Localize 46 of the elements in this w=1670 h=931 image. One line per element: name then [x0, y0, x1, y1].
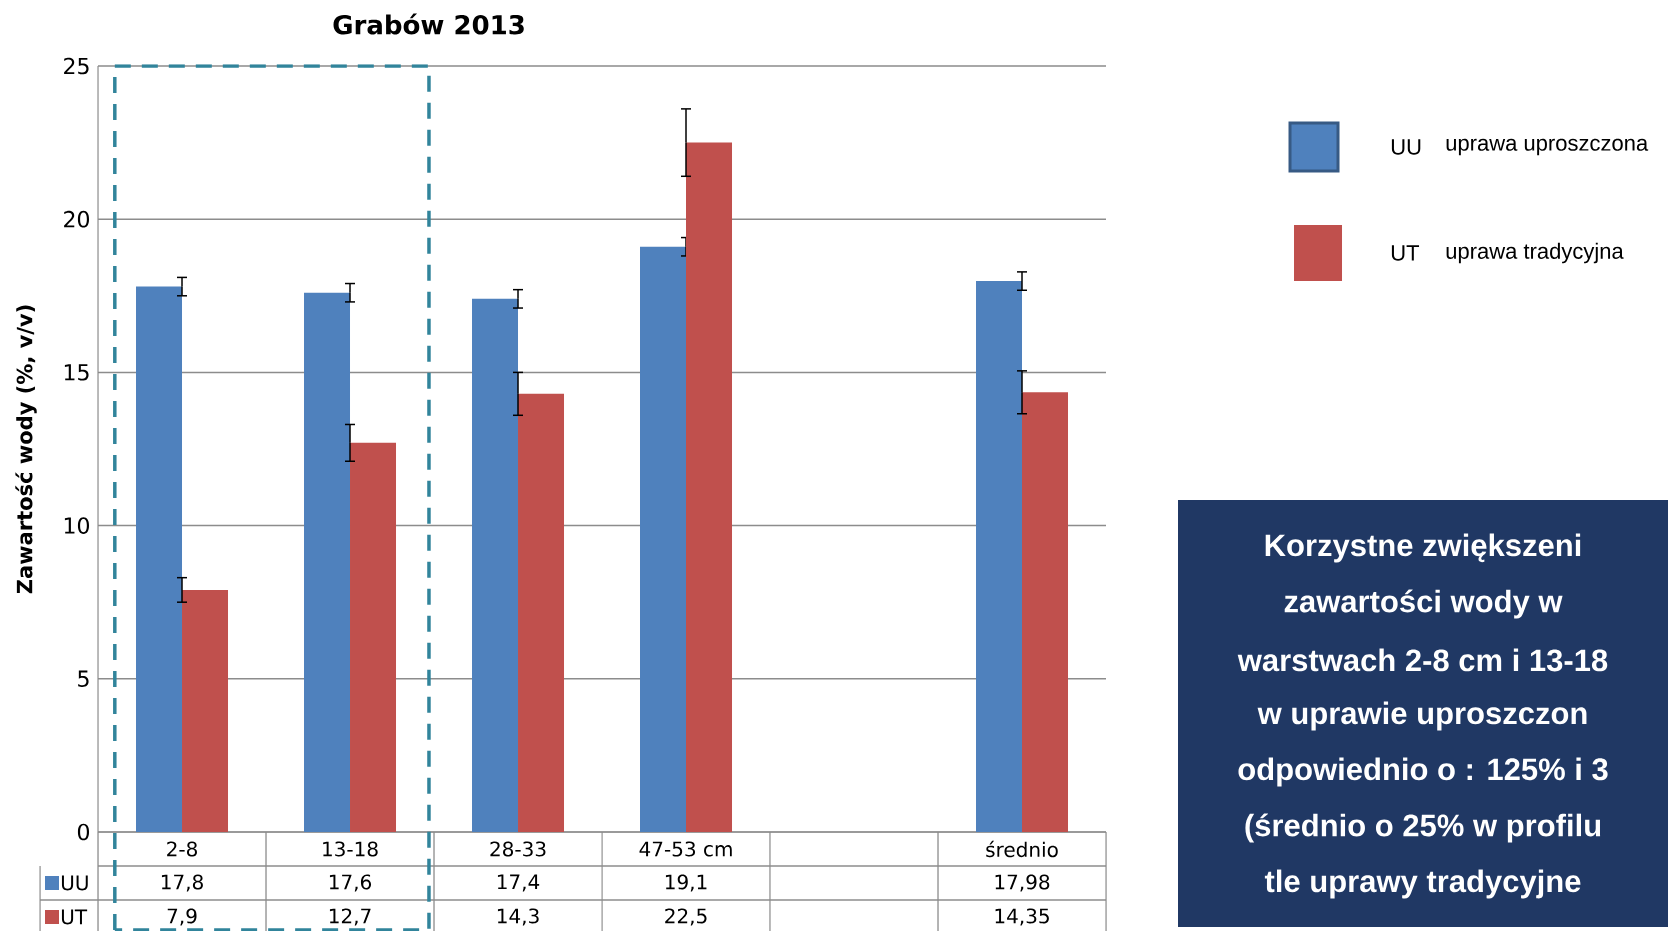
text: (średnio o 25% w profilu [1245, 813, 1601, 843]
legend-label: UT [61, 909, 88, 925]
chart-title: Grabów 2013 [333, 13, 524, 35]
data-label: 22,5 [665, 908, 707, 926]
bar [304, 292, 351, 832]
text: tle uprawy tradycyjne [1264, 869, 1581, 899]
text: uprawa tradycyjna [1446, 242, 1624, 264]
text: warstwach 2-8 cm i 13-18 [1237, 648, 1608, 672]
legend-label: UU [61, 875, 88, 891]
y-axis-title: Zawartość wody (%, v/v) [15, 305, 37, 594]
data-label: 17,8 [161, 874, 203, 892]
x-tick-label: 2-8 [167, 841, 197, 857]
y-tick-label: 0 [77, 823, 90, 841]
y-tick-label: 10 [64, 517, 90, 534]
text: zawartości wody w [1284, 589, 1563, 619]
data-label: 14,3 [497, 908, 539, 926]
y-tick-label: 5 [78, 670, 89, 687]
y-tick-label: 25 [64, 57, 89, 75]
data-label: 19,1 [665, 874, 707, 892]
x-tick-label: 47-53 cm [639, 841, 732, 857]
data-label: 17,6 [329, 874, 372, 892]
bar [686, 142, 733, 832]
bar [136, 286, 183, 832]
bar [518, 393, 565, 832]
bar [182, 589, 229, 832]
data-label: 12,7 [329, 908, 371, 926]
text: Korzystne zwiększeni [1265, 533, 1581, 563]
text: UU [1391, 139, 1421, 155]
bar [976, 281, 1023, 832]
bar [640, 246, 687, 832]
x-tick-label: 13-18 [323, 841, 378, 857]
bar [1022, 392, 1069, 832]
bar [350, 442, 397, 832]
text: uprawa uproszczona [1446, 138, 1649, 156]
data-label: 7,9 [167, 908, 197, 926]
text: w uprawie uproszczon [1257, 701, 1587, 731]
data-label: 17,98 [995, 874, 1050, 892]
x-tick-label: 28-33 [490, 841, 546, 857]
data-label: 14,35 [995, 908, 1049, 926]
bar [472, 298, 519, 832]
data-label: 17,4 [497, 874, 540, 892]
text: UT [1391, 245, 1420, 261]
x-tick-label: średnio [986, 840, 1058, 858]
y-tick-label: 15 [64, 364, 89, 381]
y-tick-label: 20 [64, 210, 90, 228]
text: odpowiednio o : 125% i 3 [1238, 757, 1608, 787]
